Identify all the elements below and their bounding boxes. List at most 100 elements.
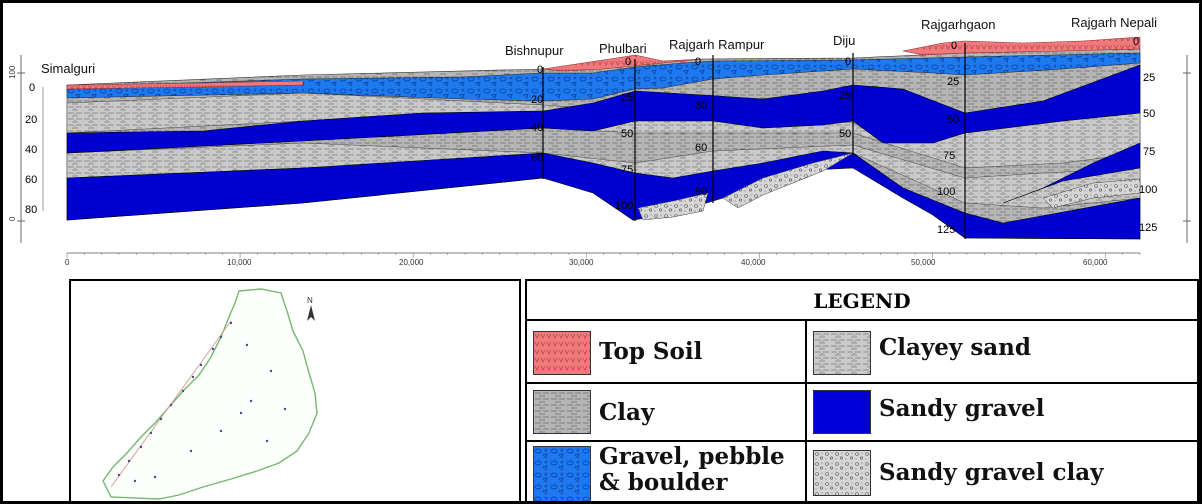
depth-label: 75 [943, 150, 955, 162]
left-axis-tick-label: 20 [25, 114, 37, 126]
depth-label: 50 [1143, 108, 1155, 120]
village-point [133, 479, 137, 483]
left-axis-tick-label: 0 [29, 82, 35, 94]
legend-item-top-soil: Top Soil [527, 323, 805, 382]
depth-label: 100 [615, 200, 633, 212]
depth-label: 25 [947, 76, 959, 88]
legend-label: Gravel, pebble & boulder [599, 443, 785, 496]
legend-label: Clay [599, 399, 655, 426]
distance-tick-label: 40,000 [741, 258, 766, 267]
location-label: Bishnupur [505, 43, 564, 58]
legend-title: LEGEND [527, 281, 1197, 321]
sandy-gravel-layer [66, 150, 1141, 240]
depth-label: 0 [951, 40, 957, 52]
side-scale-label: 0 [1197, 215, 1202, 220]
legend-item-clayey-sand: Clayey sand [807, 323, 1197, 382]
depth-label: 20 [531, 94, 543, 106]
depth-label: 0 [695, 56, 701, 68]
legend-divider [805, 321, 807, 501]
village-point [249, 399, 253, 403]
geological-cross-section: 0 20 40 60 80 100 0 100 0 0 10,000 2 [8, 15, 1202, 267]
left-axis-tick-label: 80 [25, 204, 37, 216]
village-point [219, 335, 223, 339]
village-point [229, 321, 233, 325]
legend-panel: LEGEND Top Soil Clayey sand Clay Sandy g… [525, 279, 1199, 501]
village-point [189, 449, 193, 453]
depth-label: 50 [947, 114, 959, 126]
distance-tick-label: 50,000 [911, 258, 936, 267]
village-point [219, 429, 223, 433]
depth-label: 0 [537, 64, 543, 76]
location-map-panel: N [69, 279, 521, 501]
north-arrow-icon: N [307, 296, 315, 321]
left-axis-tick-label: 60 [25, 174, 37, 186]
location-label: Rajgarh Rampur [669, 37, 765, 52]
location-label: Rajgarhgaon [921, 17, 995, 32]
legend-divider [527, 382, 1197, 384]
right-scale-bar: 100 0 [1183, 55, 1202, 243]
village-point [211, 347, 215, 351]
legend-label: Sandy gravel [879, 395, 1045, 422]
village-point [181, 389, 185, 393]
location-labels: Simalguri Bishnupur Phulbari Rajgarh Ram… [41, 15, 1157, 76]
village-point [117, 473, 121, 477]
left-scale-bar: 100 0 [8, 55, 25, 243]
depth-label: 50 [839, 128, 851, 140]
legend-item-sandy-gravel: Sandy gravel [807, 384, 1197, 440]
side-scale-label: 100 [1197, 59, 1202, 73]
depth-label: 30 [695, 100, 707, 112]
legend-label: Sandy gravel clay [879, 459, 1104, 486]
district-outline-map: N [102, 288, 318, 500]
sandy-gravel-layer [1002, 142, 1141, 204]
distance-axis: 0 10,000 20,000 30,000 40,000 50,000 60,… [65, 252, 1141, 267]
sandy-gravel-clay-layer [1042, 178, 1141, 209]
village-point [169, 403, 173, 407]
depth-label: 25 [839, 90, 851, 102]
depth-label: 0 [625, 56, 631, 68]
gravel-pebble-boulder-layer [66, 52, 1141, 102]
legend-item-clay: Clay [527, 384, 805, 440]
side-scale-label: 0 [8, 216, 17, 221]
district-boundary [102, 288, 318, 500]
borehole-lines [542, 43, 966, 239]
legend-item-sandy-gravel-clay: Sandy gravel clay [807, 442, 1197, 501]
location-label: Diju [833, 33, 855, 48]
depth-label: 60 [695, 142, 707, 154]
depth-label: 100 [1139, 184, 1157, 196]
top-soil-swatch [533, 331, 591, 375]
depth-label: 90 [695, 186, 707, 198]
depth-label: 125 [1139, 222, 1157, 234]
village-point [159, 417, 163, 421]
depth-label: 60 [531, 152, 543, 164]
top-soil-layer [902, 36, 1141, 56]
distance-tick-label: 0 [65, 258, 70, 267]
village-point [153, 475, 157, 479]
sandy-gravel-clay-layer [637, 192, 709, 221]
village-point [245, 343, 249, 347]
location-label: Simalguri [41, 61, 95, 76]
depth-label: 125 [937, 224, 955, 236]
north-label: N [307, 296, 313, 305]
legend-item-gravel-pebble-boulder: Gravel, pebble & boulder [527, 442, 805, 501]
distance-tick-label: 10,000 [227, 258, 252, 267]
sandy-gravel-swatch [813, 390, 871, 434]
depth-label: 25 [621, 92, 633, 104]
depth-label: 75 [621, 164, 633, 176]
depth-label: 40 [531, 122, 543, 134]
depth-label: 75 [1143, 146, 1155, 158]
depth-label: 0 [845, 56, 851, 68]
location-label: Phulbari [599, 41, 647, 56]
distance-tick-label: 20,000 [399, 258, 424, 267]
village-point [127, 459, 131, 463]
left-axis-tick-label: 40 [25, 144, 37, 156]
side-scale-label: 100 [8, 65, 17, 79]
legend-label: Top Soil [599, 338, 703, 365]
village-point [283, 407, 287, 411]
village-point [191, 375, 195, 379]
village-point [199, 363, 203, 367]
top-soil-layer [542, 54, 704, 72]
sandy-gravel-clay-swatch [813, 450, 871, 496]
depth-label: 25 [1143, 72, 1155, 84]
strata-layers [66, 36, 1141, 240]
